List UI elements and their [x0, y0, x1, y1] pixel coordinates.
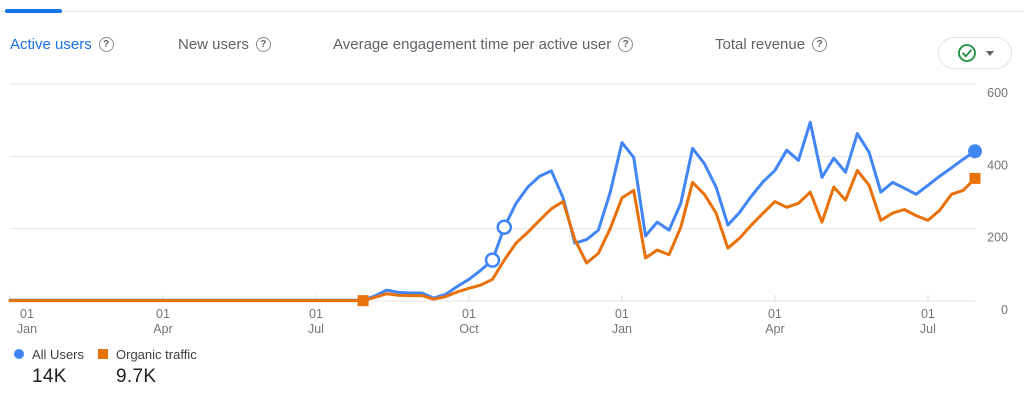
svg-text:0: 0 — [1001, 303, 1008, 317]
all-users-dot-icon — [14, 349, 24, 359]
data-quality-button[interactable] — [938, 37, 1012, 69]
tab-label: Total revenue — [715, 36, 806, 53]
help-icon[interactable]: ? — [255, 37, 271, 52]
svg-text:Jul: Jul — [920, 322, 936, 336]
svg-text:01: 01 — [156, 307, 170, 321]
tab-label: Average engagement time per active user — [333, 36, 612, 53]
tab-strip-divider — [0, 11, 1024, 12]
chart-legend: All Users 14K Organic traffic 9.7K — [14, 346, 197, 388]
active-tab-indicator — [5, 9, 62, 13]
svg-text:01: 01 — [462, 307, 476, 321]
help-icon[interactable]: ? — [618, 37, 634, 52]
tab-label: New users — [178, 36, 249, 53]
tab-label: Active users — [10, 36, 92, 53]
svg-text:01: 01 — [768, 307, 782, 321]
svg-text:01: 01 — [615, 307, 629, 321]
help-icon[interactable]: ? — [98, 37, 114, 52]
svg-text:Apr: Apr — [153, 322, 172, 336]
legend-entry-all-users: All Users 14K — [14, 346, 84, 388]
tab-avg-engagement-time[interactable]: Average engagement time per active user … — [333, 36, 634, 53]
svg-text:Apr: Apr — [765, 322, 784, 336]
svg-text:400: 400 — [987, 158, 1008, 172]
tab-new-users[interactable]: New users ? — [178, 36, 271, 53]
svg-text:200: 200 — [987, 231, 1008, 245]
legend-label: All Users — [32, 346, 85, 362]
legend-entry-organic-traffic: Organic traffic 9.7K — [98, 346, 197, 388]
chevron-down-icon — [985, 50, 994, 56]
svg-text:600: 600 — [987, 86, 1008, 100]
svg-text:Jan: Jan — [612, 322, 632, 336]
check-circle-icon — [957, 44, 976, 62]
svg-text:Jan: Jan — [17, 322, 37, 336]
svg-text:01: 01 — [20, 307, 34, 321]
legend-total-value: 14K — [32, 366, 67, 387]
tab-total-revenue[interactable]: Total revenue ? — [715, 36, 828, 53]
svg-text:Jul: Jul — [308, 322, 324, 336]
organic-traffic-square-icon — [98, 349, 109, 359]
legend-label: Organic traffic — [116, 346, 197, 362]
help-icon[interactable]: ? — [812, 37, 828, 52]
svg-text:Oct: Oct — [459, 322, 479, 336]
tab-active-users[interactable]: Active users ? — [10, 36, 114, 53]
svg-text:01: 01 — [309, 307, 323, 321]
legend-total-value: 9.7K — [116, 366, 157, 387]
chart[interactable]: 020040060001Jan01Apr01Jul01Oct01Jan01Apr… — [0, 72, 1024, 344]
svg-text:01: 01 — [921, 307, 935, 321]
